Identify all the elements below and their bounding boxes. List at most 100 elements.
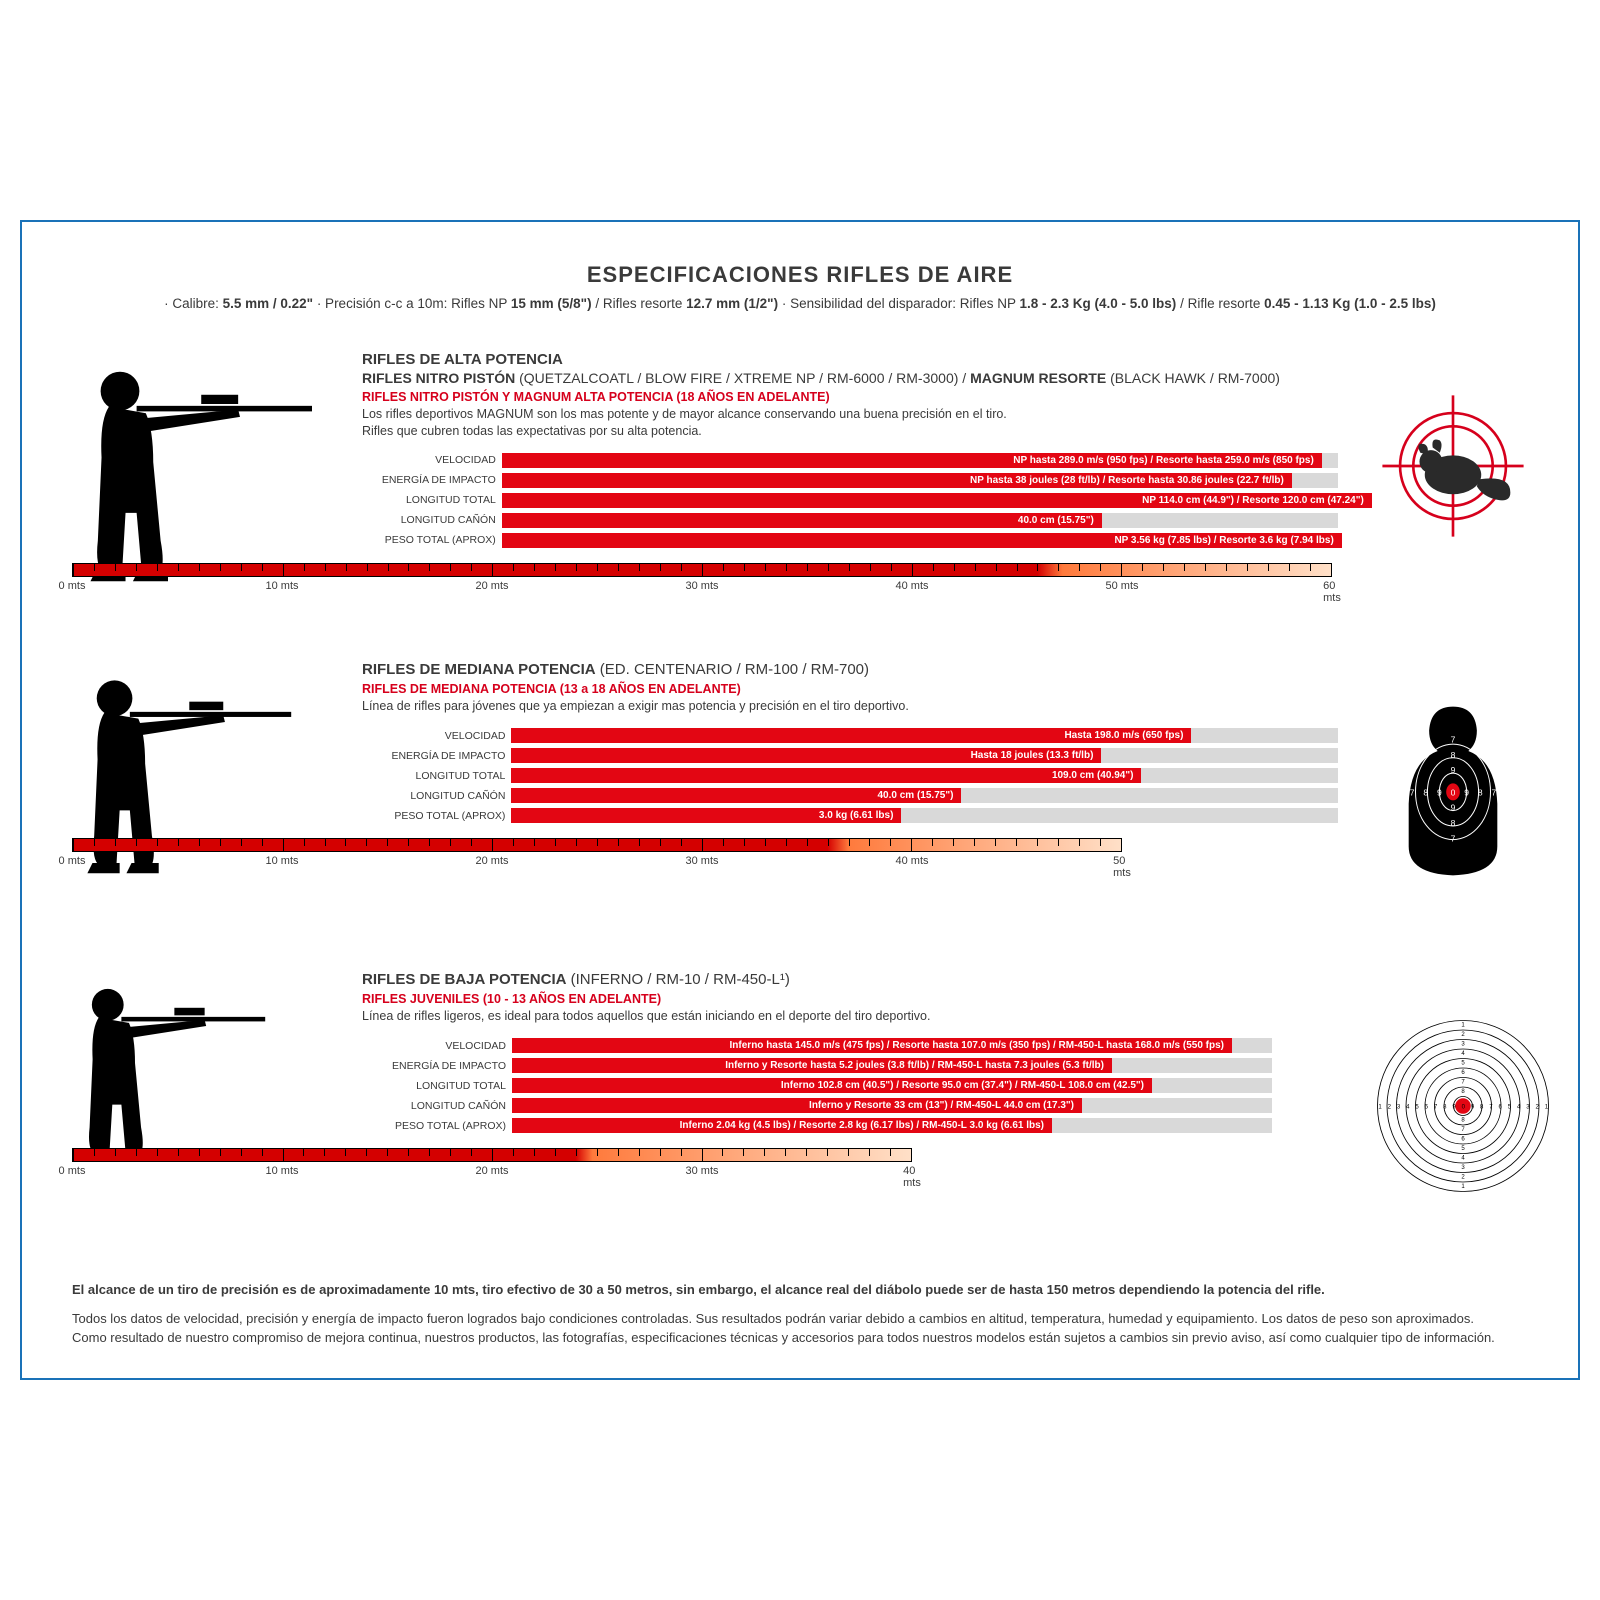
bar-fill: Inferno y Resorte 33 cm (13") / RM-450-L…: [512, 1098, 1082, 1113]
spec-bar-row: VELOCIDAD Hasta 198.0 m/s (650 fps): [362, 727, 1338, 744]
svg-text:7: 7: [1451, 834, 1456, 844]
svg-text:8: 8: [1443, 1105, 1447, 1111]
svg-text:7: 7: [1451, 735, 1456, 745]
spec-bar-row: LONGITUD CAÑÓN Inferno y Resorte 33 cm (…: [362, 1097, 1338, 1114]
bar-label: LONGITUD TOTAL: [362, 494, 502, 506]
bar-value: Hasta 198.0 m/s (650 fps): [1064, 730, 1183, 741]
svg-text:1: 1: [1378, 1105, 1382, 1111]
bar-fill: Inferno y Resorte hasta 5.2 joules (3.8 …: [512, 1058, 1112, 1073]
bar-fill: NP hasta 289.0 m/s (950 fps) / Resorte h…: [502, 453, 1322, 468]
bar-label: LONGITUD TOTAL: [362, 770, 511, 782]
svg-text:7: 7: [1492, 787, 1497, 797]
target-icon: [1368, 391, 1538, 546]
svg-text:8: 8: [1461, 1089, 1465, 1095]
svg-text:7: 7: [1461, 1127, 1465, 1133]
bar-value: Inferno y Resorte 33 cm (13") / RM-450-L…: [809, 1100, 1074, 1111]
bar-track: NP 3.56 kg (7.85 lbs) / Resorte 3.6 kg (…: [502, 533, 1338, 548]
bar-label: LONGITUD TOTAL: [362, 1080, 512, 1092]
svg-text:3: 3: [1461, 1165, 1465, 1171]
bar-value: NP 114.0 cm (44.9") / Resorte 120.0 cm (…: [1142, 495, 1364, 506]
bar-track: Inferno 2.04 kg (4.5 lbs) / Resorte 2.8 …: [512, 1118, 1272, 1133]
bar-fill: Hasta 198.0 m/s (650 fps): [511, 728, 1191, 743]
bar-label: PESO TOTAL (APROX): [362, 1120, 512, 1132]
bar-fill: NP 114.0 cm (44.9") / Resorte 120.0 cm (…: [502, 493, 1372, 508]
bar-fill: Inferno hasta 145.0 m/s (475 fps) / Reso…: [512, 1038, 1232, 1053]
bar-chart: VELOCIDAD NP hasta 289.0 m/s (950 fps) /…: [362, 452, 1338, 549]
bar-fill: 40.0 cm (15.75"): [511, 788, 961, 803]
svg-text:4: 4: [1461, 1051, 1465, 1057]
rifle-section: 7890987789987 RIFLES DE MEDIANA POTENCIA…: [72, 661, 1528, 921]
shooter-icon: [52, 666, 332, 887]
target-icon: 12345678909876543211234567887654321: [1368, 1011, 1538, 1206]
bar-label: VELOCIDAD: [362, 1040, 512, 1052]
bar-label: ENERGÍA DE IMPACTO: [362, 474, 502, 486]
bar-track: Inferno y Resorte 33 cm (13") / RM-450-L…: [512, 1098, 1272, 1113]
bar-chart: VELOCIDAD Hasta 198.0 m/s (650 fps) ENER…: [362, 727, 1338, 824]
svg-text:8: 8: [1451, 750, 1456, 760]
bar-chart: VELOCIDAD Inferno hasta 145.0 m/s (475 f…: [362, 1037, 1338, 1134]
bar-label: LONGITUD CAÑÓN: [362, 1100, 512, 1112]
bar-fill: Hasta 18 joules (13.3 ft/lb): [511, 748, 1101, 763]
svg-text:2: 2: [1388, 1105, 1392, 1111]
bar-fill: Inferno 102.8 cm (40.5") / Resorte 95.0 …: [512, 1078, 1152, 1093]
svg-text:5: 5: [1461, 1061, 1465, 1067]
bar-fill: 109.0 cm (40.94"): [511, 768, 1141, 783]
bar-track: Inferno 102.8 cm (40.5") / Resorte 95.0 …: [512, 1078, 1272, 1093]
bar-label: PESO TOTAL (APROX): [362, 534, 502, 546]
bar-value: 40.0 cm (15.75"): [1018, 515, 1094, 526]
bar-value: NP hasta 38 joules (28 ft/lb) / Resorte …: [970, 475, 1284, 486]
svg-text:5: 5: [1461, 1146, 1465, 1152]
spec-bar-row: ENERGÍA DE IMPACTO Inferno y Resorte has…: [362, 1057, 1338, 1074]
bar-fill: 40.0 cm (15.75"): [502, 513, 1102, 528]
svg-text:9: 9: [1451, 803, 1456, 813]
bar-value: 3.0 kg (6.61 lbs): [819, 810, 893, 821]
section-desc: Línea de rifles ligeros, es ideal para t…: [362, 1008, 1338, 1025]
svg-text:1: 1: [1461, 1184, 1465, 1190]
bar-track: 109.0 cm (40.94"): [511, 768, 1338, 783]
svg-text:9: 9: [1464, 787, 1469, 797]
bar-value: 109.0 cm (40.94"): [1052, 770, 1133, 781]
spec-bar-row: LONGITUD TOTAL Inferno 102.8 cm (40.5") …: [362, 1077, 1338, 1094]
bar-value: Inferno 102.8 cm (40.5") / Resorte 95.0 …: [781, 1080, 1144, 1091]
svg-text:3: 3: [1461, 1042, 1465, 1048]
svg-text:7: 7: [1434, 1105, 1438, 1111]
bar-label: LONGITUD CAÑÓN: [362, 514, 502, 526]
bar-label: ENERGÍA DE IMPACTO: [362, 750, 511, 762]
svg-text:7: 7: [1410, 787, 1415, 797]
spec-bar-row: PESO TOTAL (APROX) NP 3.56 kg (7.85 lbs)…: [362, 532, 1338, 549]
svg-text:8: 8: [1461, 1118, 1465, 1124]
spec-bar-row: LONGITUD CAÑÓN 40.0 cm (15.75"): [362, 787, 1338, 804]
bar-value: Hasta 18 joules (13.3 ft/lb): [971, 750, 1094, 761]
spec-bar-row: ENERGÍA DE IMPACTO NP hasta 38 joules (2…: [362, 472, 1338, 489]
spec-bar-row: LONGITUD TOTAL 109.0 cm (40.94"): [362, 767, 1338, 784]
svg-text:6: 6: [1461, 1070, 1465, 1076]
bar-value: Inferno 2.04 kg (4.5 lbs) / Resorte 2.8 …: [680, 1120, 1044, 1131]
svg-text:0: 0: [1451, 787, 1456, 797]
bar-label: ENERGÍA DE IMPACTO: [362, 1060, 512, 1072]
bar-fill: NP hasta 38 joules (28 ft/lb) / Resorte …: [502, 473, 1292, 488]
svg-text:7: 7: [1489, 1105, 1493, 1111]
spec-bar-row: VELOCIDAD NP hasta 289.0 m/s (950 fps) /…: [362, 452, 1338, 469]
svg-text:3: 3: [1397, 1105, 1401, 1111]
range-ruler: 0 mts10 mts20 mts30 mts40 mts50 mts60 mt…: [72, 563, 1600, 596]
bar-track: 40.0 cm (15.75"): [511, 788, 1338, 803]
svg-text:8: 8: [1478, 787, 1483, 797]
bar-track: Inferno y Resorte hasta 5.2 joules (3.8 …: [512, 1058, 1272, 1073]
svg-text:8: 8: [1451, 818, 1456, 828]
age-restriction: RIFLES DE MEDIANA POTENCIA (13 a 18 AÑOS…: [362, 682, 1338, 696]
svg-text:5: 5: [1508, 1105, 1512, 1111]
bar-track: Hasta 18 joules (13.3 ft/lb): [511, 748, 1338, 763]
bar-label: VELOCIDAD: [362, 454, 502, 466]
bar-value: NP hasta 289.0 m/s (950 fps) / Resorte h…: [1013, 455, 1314, 466]
spec-bar-row: ENERGÍA DE IMPACTO Hasta 18 joules (13.3…: [362, 747, 1338, 764]
spec-line: · Calibre: 5.5 mm / 0.22" · Precisión c-…: [72, 296, 1528, 311]
rifle-section: 12345678909876543211234567887654321 RIFL…: [72, 971, 1528, 1231]
svg-text:6: 6: [1425, 1105, 1429, 1111]
svg-text:8: 8: [1480, 1105, 1484, 1111]
page-title: ESPECIFICACIONES RIFLES DE AIRE: [72, 262, 1528, 288]
target-icon: 7890987789987: [1368, 701, 1538, 886]
spec-sheet: ESPECIFICACIONES RIFLES DE AIRE · Calibr…: [20, 220, 1580, 1380]
svg-text:8: 8: [1423, 787, 1428, 797]
bar-value: Inferno hasta 145.0 m/s (475 fps) / Reso…: [730, 1040, 1224, 1051]
age-restriction: RIFLES NITRO PISTÓN Y MAGNUM ALTA POTENC…: [362, 390, 1338, 404]
